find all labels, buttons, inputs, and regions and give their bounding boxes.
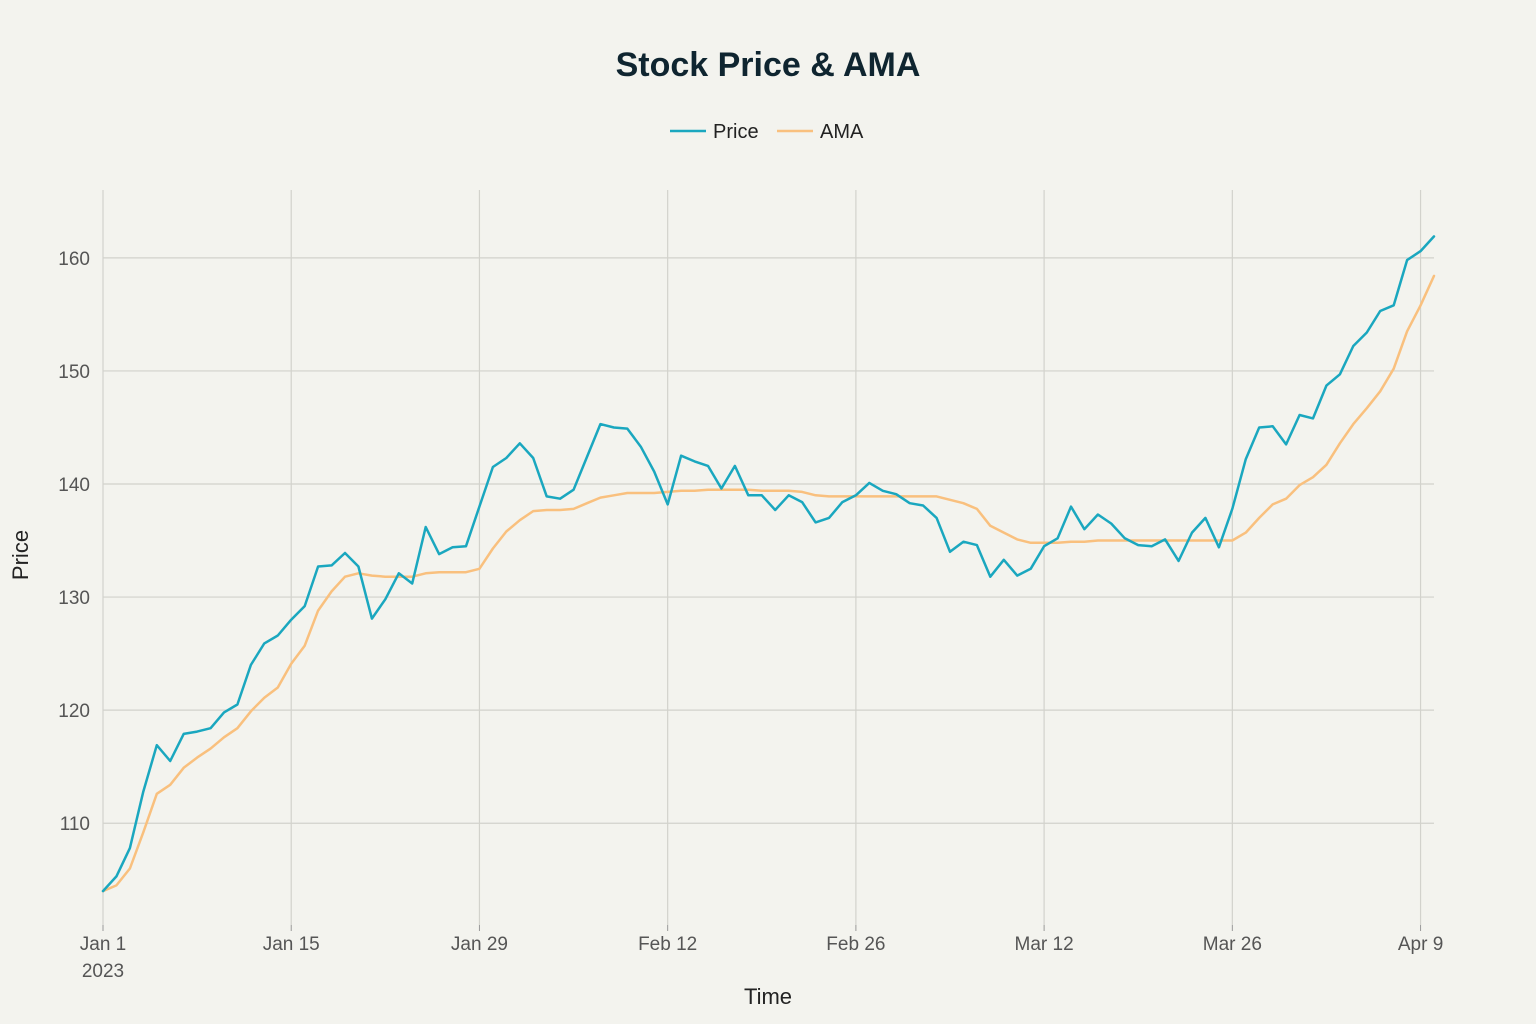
y-axis-ticks: 110 120 130 140 150 160 <box>58 249 90 835</box>
legend-label-ama: AMA <box>820 121 864 143</box>
series-lines <box>101 235 1436 893</box>
legend-item-price[interactable]: Price <box>670 121 759 143</box>
y-tick-label: 140 <box>58 475 90 496</box>
y-tick-label: 160 <box>58 249 90 270</box>
series-line-price <box>101 235 1436 893</box>
series-line-ama <box>101 274 1436 893</box>
x-tick-label: Feb 26 <box>826 934 885 955</box>
x-tick-label: Jan 1 <box>80 934 126 955</box>
x-tick-label: Feb 12 <box>638 934 697 955</box>
x-tick-label: Mar 26 <box>1203 934 1262 955</box>
legend-item-ama[interactable]: AMA <box>777 121 864 143</box>
y-tick-label: 120 <box>58 701 90 722</box>
x-tick-label: Apr 9 <box>1398 934 1443 955</box>
x-tick-label: Jan 29 <box>451 934 508 955</box>
x-tick-label: Jan 15 <box>263 934 320 955</box>
x-tick-sublabel: 2023 <box>82 961 124 982</box>
chart-title: Stock Price & AMA <box>616 46 921 84</box>
grid-lines <box>102 190 1434 925</box>
x-axis-label: Time <box>744 984 792 1009</box>
y-tick-label: 150 <box>58 362 90 383</box>
y-axis-label: Price <box>8 530 33 580</box>
y-tick-label: 110 <box>60 814 90 835</box>
legend-label-price: Price <box>713 121 759 143</box>
legend: Price AMA <box>670 121 864 143</box>
x-tick-label: Mar 12 <box>1015 934 1074 955</box>
x-axis-ticks: Jan 1 2023 Jan 15 Jan 29 Feb 12 Feb 26 Mar 12 M… <box>80 925 1443 982</box>
y-tick-label: 130 <box>58 588 90 609</box>
